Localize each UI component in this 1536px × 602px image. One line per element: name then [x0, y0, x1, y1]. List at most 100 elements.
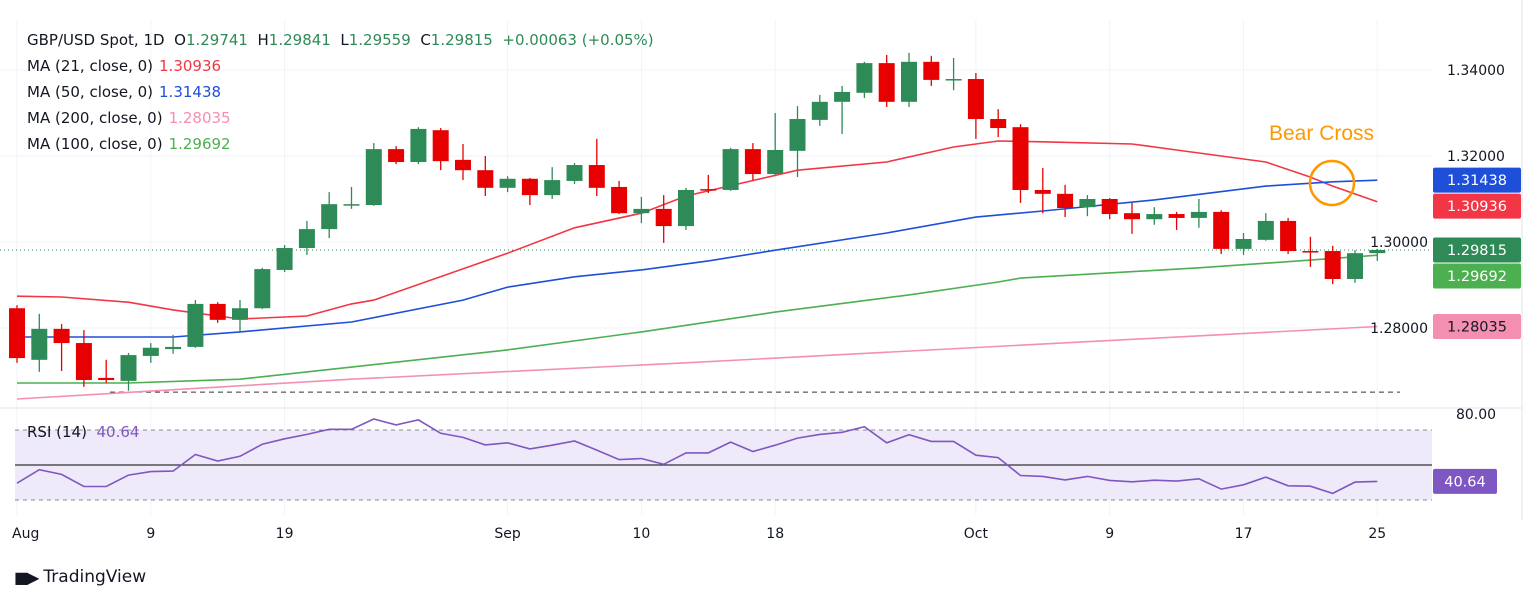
- candle: [588, 138, 605, 196]
- candle-body: [856, 63, 873, 93]
- candle: [811, 94, 828, 126]
- symbol-ohlc-row: GBP/USD Spot, 1D O1.29741 H1.29841 L1.29…: [27, 27, 654, 53]
- candle-body: [9, 308, 25, 359]
- candle-body: [700, 189, 717, 191]
- high-value: 1.29841: [268, 31, 331, 49]
- x-tick-label: 19: [276, 526, 294, 542]
- candle-body: [321, 204, 338, 230]
- candle-body: [544, 180, 561, 196]
- x-tick-label: 10: [632, 526, 650, 542]
- candle-body: [53, 328, 70, 344]
- ma100-legend[interactable]: MA (100, close, 0) 1.29692: [27, 131, 654, 157]
- candle-body: [276, 248, 293, 270]
- candle-body: [432, 130, 449, 162]
- rsi-legend[interactable]: RSI (14) 40.64: [27, 423, 139, 441]
- ma50-legend[interactable]: MA (50, close, 0) 1.31438: [27, 79, 654, 105]
- candle-body: [1235, 238, 1252, 249]
- candle: [120, 352, 137, 391]
- candle-body: [343, 204, 360, 206]
- candle-body: [1146, 214, 1163, 220]
- candle-body: [588, 165, 605, 188]
- candle-body: [767, 149, 784, 175]
- candle: [432, 128, 449, 171]
- candle-body: [187, 303, 204, 347]
- ma-line-21: [16, 140, 1378, 320]
- candle: [455, 143, 471, 181]
- candle: [53, 324, 70, 371]
- candle-body: [410, 128, 427, 163]
- candle-body: [1302, 251, 1319, 253]
- candle: [343, 186, 360, 209]
- candle: [142, 343, 159, 363]
- candle-body: [1012, 127, 1029, 190]
- candle-body: [1124, 213, 1140, 220]
- candle-body: [834, 91, 851, 102]
- candle: [410, 127, 427, 165]
- candle-body: [744, 149, 761, 175]
- ma-price-label-text: 1.28035: [1447, 319, 1507, 335]
- candle: [1034, 168, 1051, 214]
- candle: [521, 177, 538, 206]
- last-price-label: 1.29815: [1433, 237, 1521, 263]
- candle: [633, 196, 650, 224]
- candle: [276, 245, 293, 273]
- last-price-label-text: 1.29815: [1447, 243, 1507, 259]
- rsi-line: [16, 418, 1378, 495]
- low-value: 1.29559: [348, 31, 411, 49]
- candle: [566, 162, 583, 184]
- candle: [1168, 211, 1185, 230]
- x-tick-label: Aug: [12, 526, 39, 542]
- ma21-legend[interactable]: MA (21, close, 0) 1.30936: [27, 53, 654, 79]
- candle: [365, 143, 382, 206]
- candle: [388, 146, 405, 165]
- candle-body: [990, 119, 1007, 129]
- candle-body: [1347, 253, 1363, 279]
- symbol-label[interactable]: GBP/USD Spot, 1D: [27, 31, 165, 49]
- candles: [9, 52, 1386, 391]
- chart-legend: GBP/USD Spot, 1D O1.29741 H1.29841 L1.29…: [27, 27, 654, 157]
- candle-body: [901, 61, 917, 102]
- open-key: O: [174, 31, 186, 49]
- candle-body: [1101, 199, 1118, 215]
- candle-body: [165, 346, 182, 350]
- tradingview-logo[interactable]: ■▶ TradingView: [14, 567, 146, 587]
- candle: [678, 187, 694, 230]
- candle: [1213, 210, 1230, 255]
- ma-price-label-text: 1.30936: [1447, 199, 1507, 215]
- candle-body: [633, 208, 650, 214]
- ma-price-label-box: [1433, 313, 1521, 339]
- candle-body: [655, 208, 672, 227]
- ma100-value: 1.29692: [168, 135, 231, 153]
- candle-body: [678, 189, 694, 227]
- rsi-value: 40.64: [96, 423, 140, 441]
- candle-body: [31, 328, 48, 360]
- candle: [767, 113, 784, 177]
- candle-body: [142, 347, 159, 356]
- rsi-value-box: [1433, 468, 1497, 494]
- candle: [1235, 232, 1252, 255]
- candle: [477, 156, 494, 196]
- candle-body: [1034, 189, 1051, 194]
- candle: [1079, 195, 1096, 217]
- candle: [1057, 184, 1074, 218]
- candle: [254, 267, 271, 310]
- candle: [1190, 199, 1207, 228]
- candle: [901, 52, 917, 107]
- candle-body: [388, 149, 405, 163]
- ma100-label: MA (100, close, 0): [27, 135, 163, 153]
- candle: [878, 54, 895, 107]
- ma-line-50: [17, 179, 1378, 338]
- candle: [789, 106, 806, 178]
- ma200-legend[interactable]: MA (200, close, 0) 1.28035: [27, 105, 654, 131]
- candle: [298, 220, 315, 255]
- low-key: L: [340, 31, 349, 49]
- x-tick-label: 9: [1105, 526, 1114, 542]
- ma-price-label: 1.31438: [1433, 167, 1521, 193]
- open-value: 1.29741: [185, 31, 248, 49]
- candle: [1012, 124, 1029, 203]
- x-tick-label: 9: [146, 526, 155, 542]
- candle: [1369, 248, 1386, 261]
- ma50-label: MA (50, close, 0): [27, 83, 154, 101]
- candle-body: [566, 165, 583, 181]
